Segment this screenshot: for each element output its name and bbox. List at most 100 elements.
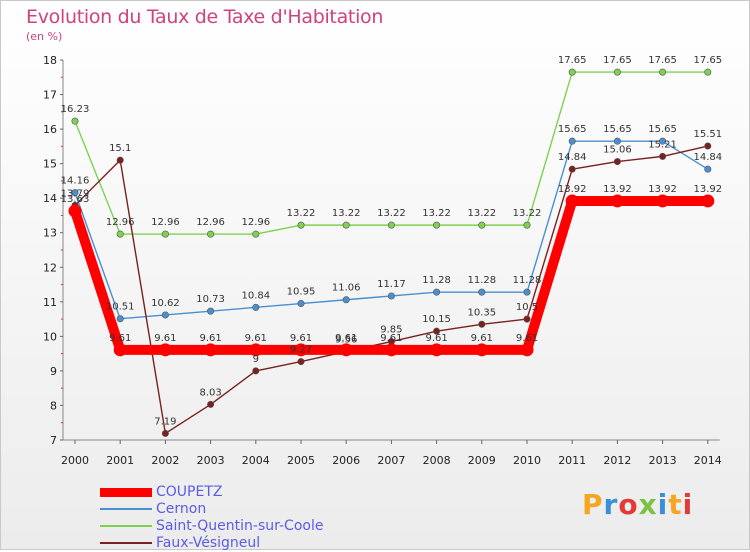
x-tick-label: 2007 (377, 454, 405, 467)
data-label: 13.79 (61, 188, 90, 199)
x-tick-label: 2008 (423, 454, 451, 467)
data-point (161, 429, 169, 437)
data-point (568, 165, 576, 173)
y-tick-label: 17 (43, 89, 57, 102)
data-point (613, 158, 621, 166)
chart-unit-label: (en %) (26, 30, 63, 43)
data-point (433, 327, 441, 335)
logo-letter: r (603, 488, 619, 521)
data-point (433, 221, 441, 229)
data-point (387, 292, 395, 300)
data-label: 9.85 (380, 325, 402, 336)
data-label: 13.92 (558, 184, 587, 195)
data-label: 8.03 (199, 387, 221, 398)
data-point (297, 358, 305, 366)
data-point (342, 221, 350, 229)
data-label: 10.73 (196, 294, 225, 305)
data-label: 13.22 (513, 208, 542, 219)
data-point (207, 400, 215, 408)
logo-letter: x (638, 488, 658, 521)
y-tick-label: 15 (43, 158, 57, 171)
data-label: 13.22 (287, 208, 316, 219)
x-tick-label: 2014 (694, 454, 722, 467)
data-label: 15.51 (693, 129, 722, 140)
y-tick-label: 14 (43, 192, 57, 205)
data-label: 17.65 (648, 55, 677, 66)
data-point (613, 137, 621, 145)
data-point (520, 343, 534, 357)
data-point (704, 68, 712, 76)
data-point (430, 343, 444, 357)
data-label: 10.51 (106, 302, 135, 313)
data-label: 11.28 (422, 275, 451, 286)
data-label: 9.61 (516, 333, 538, 344)
y-tick-label: 11 (43, 296, 57, 309)
logo-letter: i (682, 488, 694, 521)
legend-label: COUPETZ (156, 484, 223, 500)
data-point (478, 288, 486, 296)
y-tick-label: 7 (50, 434, 57, 447)
legend-swatch (100, 542, 152, 544)
data-label: 9.56 (335, 335, 357, 346)
data-point (207, 307, 215, 315)
logo-letter: o (618, 488, 639, 521)
y-tick-label: 12 (43, 261, 57, 274)
data-label: 9.27 (290, 345, 312, 356)
data-label: 9 (253, 354, 259, 365)
data-label: 13.92 (648, 184, 677, 195)
data-point (704, 165, 712, 173)
data-label: 9.61 (290, 333, 312, 344)
data-label: 9.61 (471, 333, 493, 344)
data-label: 9.61 (425, 333, 447, 344)
x-tick-label: 2002 (151, 454, 179, 467)
proxiti-logo: Proxiti (582, 488, 693, 521)
data-point (297, 221, 305, 229)
x-tick-label: 2006 (332, 454, 360, 467)
data-point (116, 156, 124, 164)
data-point (433, 288, 441, 296)
data-label: 14.84 (693, 152, 722, 163)
data-point (339, 343, 353, 357)
x-tick-label: 2001 (106, 454, 134, 467)
y-tick-label: 9 (50, 365, 57, 378)
data-point (523, 315, 531, 323)
data-point (701, 194, 715, 208)
data-point (659, 68, 667, 76)
data-label: 10.35 (467, 307, 496, 318)
logo-letter: i (657, 488, 669, 521)
data-point (342, 296, 350, 304)
x-tick-label: 2010 (513, 454, 541, 467)
series-line-1 (74, 140, 709, 320)
x-tick-label: 2005 (287, 454, 315, 467)
legend-swatch (100, 508, 152, 510)
data-label: 7.19 (154, 416, 176, 427)
data-point (475, 343, 489, 357)
data-label: 10.5 (516, 302, 538, 313)
chart-title: Evolution du Taux de Taxe d'Habitation (26, 6, 384, 28)
data-point (161, 311, 169, 319)
x-tick-label: 2013 (649, 454, 677, 467)
data-label: 14.16 (61, 176, 90, 187)
data-label: 9.61 (245, 333, 267, 344)
data-label: 9.61 (109, 333, 131, 344)
data-point (71, 189, 79, 197)
data-label: 15.65 (558, 124, 587, 135)
data-point (704, 142, 712, 150)
data-point (565, 194, 579, 208)
y-tick-label: 13 (43, 227, 57, 240)
y-tick-label: 16 (43, 123, 57, 136)
data-label: 13.63 (61, 194, 90, 205)
data-label: 15.65 (603, 124, 632, 135)
data-label: 10.84 (241, 290, 270, 301)
data-point (568, 68, 576, 76)
x-tick-label: 2012 (603, 454, 631, 467)
data-label: 10.62 (151, 298, 180, 309)
legend-swatch (100, 525, 152, 527)
data-label: 16.23 (61, 104, 90, 115)
data-point (297, 300, 305, 308)
legend-label: Faux-Vésigneul (156, 535, 261, 551)
x-tick-label: 2009 (468, 454, 496, 467)
data-point (249, 343, 263, 357)
data-label: 9.61 (335, 333, 357, 344)
